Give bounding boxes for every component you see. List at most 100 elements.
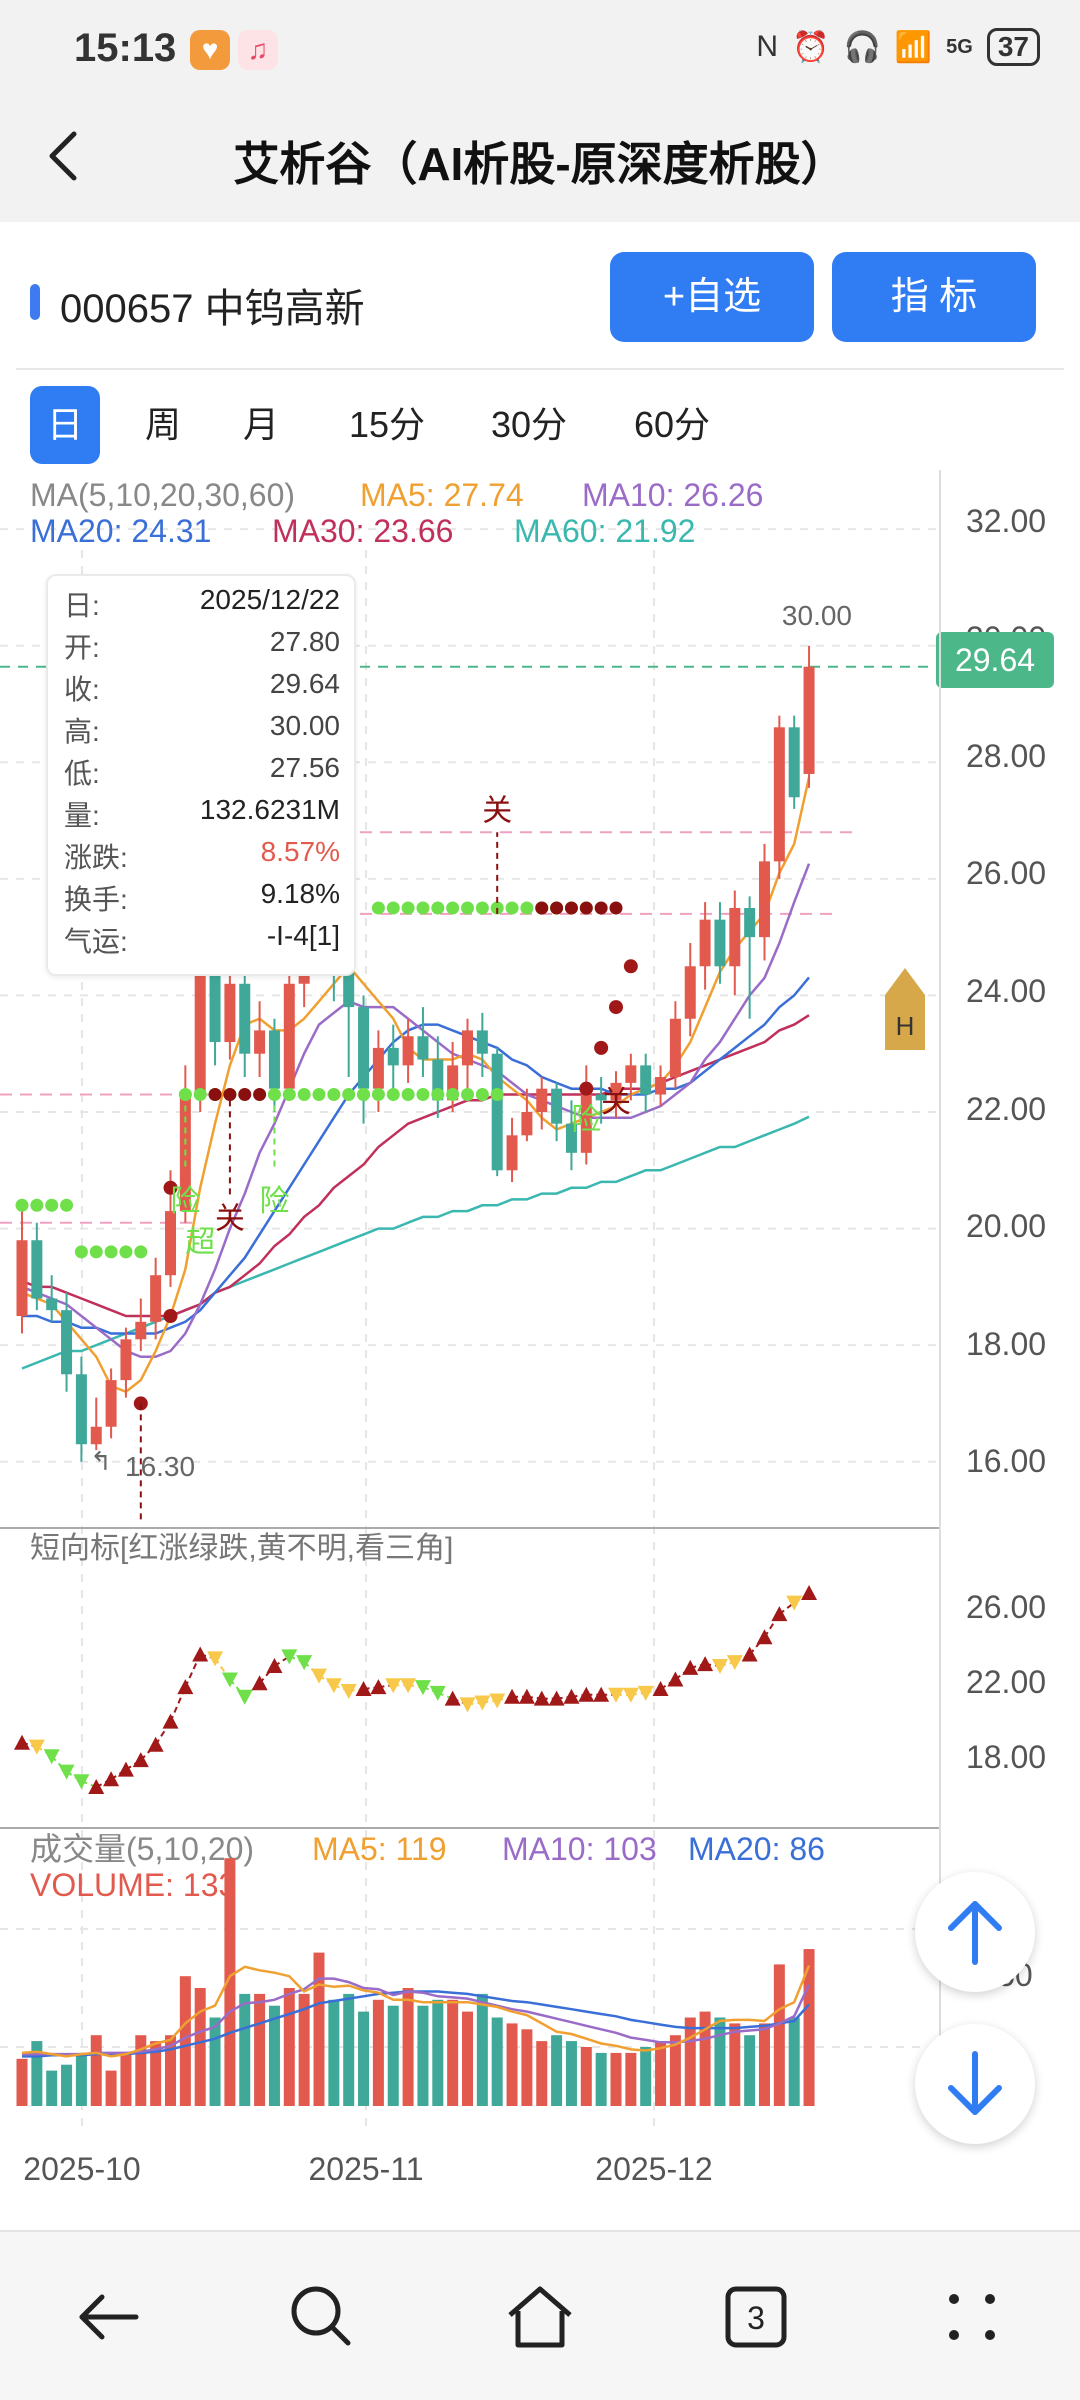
risk-dot: [30, 1198, 44, 1212]
volume-bar: [387, 2005, 399, 2106]
risk-dot: [431, 901, 445, 915]
candle-body: [75, 1374, 87, 1445]
short-down-triangle: [414, 1680, 431, 1696]
info-row-high: 高: 30.00: [64, 710, 340, 747]
candle-body: [417, 1036, 429, 1060]
risk-dot: [401, 1088, 415, 1102]
back-icon[interactable]: [68, 2277, 148, 2357]
volume-bar: [491, 2017, 503, 2106]
risk-dot: [45, 1198, 59, 1212]
indicator-button[interactable]: 指 标: [832, 252, 1036, 342]
title-bar: 艾析谷（AI析股-原深度析股）: [0, 90, 1080, 222]
guan-label: 关: [215, 1203, 245, 1236]
short-neutral-triangle: [400, 1678, 417, 1694]
candle-body: [239, 983, 251, 1054]
stock-chart[interactable]: MA(5,10,20,30,60) MA5: 27.74 MA10: 26.26…: [0, 470, 1080, 2230]
ma30-legend: MA30: 23.66: [272, 513, 453, 549]
h-marker: [885, 968, 925, 1050]
scroll-down-button[interactable]: [915, 2024, 1035, 2144]
info-row-low: 低: 27.56: [64, 752, 340, 789]
tab-30min[interactable]: 30分: [490, 404, 568, 445]
short-panel-title: 短向标[红涨绿跌,黄不明,看三角]: [30, 1532, 453, 1565]
volume-bar: [135, 2035, 147, 2106]
short-up-triangle: [355, 1681, 372, 1697]
arrow-down-icon: [948, 2051, 1002, 2115]
risk-dot: [104, 1245, 118, 1259]
candle-body: [372, 1047, 384, 1089]
short-up-triangle: [370, 1679, 387, 1695]
volume-bar: [551, 2035, 563, 2106]
candle-body: [610, 1082, 622, 1101]
exit-dot: [223, 1088, 237, 1102]
music-icon: ♫: [238, 30, 278, 70]
candle-body: [90, 1426, 102, 1445]
candle-body: [447, 1065, 459, 1101]
volume-bar: [580, 2047, 592, 2106]
svg-text:3: 3: [747, 2300, 765, 2336]
tabs-icon[interactable]: 3: [716, 2277, 796, 2357]
candle-body: [209, 966, 221, 1043]
ma60-legend: MA60: 21.92: [514, 513, 695, 549]
candle-body: [669, 1018, 681, 1078]
add-watchlist-button[interactable]: +自选: [610, 252, 814, 342]
volume-bar: [773, 1964, 785, 2106]
price-tick: 20.00: [966, 1208, 1046, 1244]
short-up-triangle: [162, 1713, 179, 1729]
status-bar: 15:13 ♥ ♫ N ⏰ 🎧 📶 5G 37: [0, 0, 1080, 90]
candle-body: [476, 1030, 488, 1054]
tab-week[interactable]: 周: [144, 404, 181, 445]
short-down-triangle: [58, 1764, 75, 1780]
candle-body: [31, 1240, 43, 1299]
candle-body: [788, 727, 800, 798]
ma-legend-title: MA(5,10,20,30,60): [30, 477, 295, 513]
volume-ma5: MA5: 119: [312, 1831, 447, 1867]
price-tick: 24.00: [966, 973, 1046, 1009]
risk-dot: [312, 1088, 326, 1102]
short-down-triangle: [73, 1774, 90, 1790]
volume-bar: [432, 1999, 444, 2106]
tab-day[interactable]: 日: [30, 386, 100, 464]
volume-bar: [565, 2041, 577, 2106]
more-icon[interactable]: [932, 2277, 1012, 2357]
ma30-line: [21, 1014, 810, 1318]
short-neutral-triangle: [385, 1678, 402, 1694]
short-axis-tick: 26.00: [966, 1589, 1046, 1625]
risk-dot: [134, 1245, 148, 1259]
short-down-triangle: [296, 1655, 313, 1671]
back-arrow-icon[interactable]: [32, 120, 102, 190]
short-up-triangle: [578, 1686, 595, 1702]
candle-body: [402, 1036, 414, 1066]
volume-bar: [61, 2064, 73, 2106]
info-row-date: 日: 2025/12/22: [64, 584, 340, 621]
short-neutral-triangle: [311, 1668, 327, 1684]
short-signal-series: [14, 1585, 818, 1794]
wifi-icon: 📶: [894, 30, 933, 64]
scroll-up-button[interactable]: [915, 1872, 1035, 1992]
candle-body: [105, 1380, 117, 1427]
tab-60min[interactable]: 60分: [633, 404, 711, 445]
volume-ma10: MA10: 103: [502, 1831, 657, 1867]
risk-dot: [475, 901, 489, 915]
volume-current: VOLUME: 133: [30, 1867, 236, 1903]
short-up-triangle: [741, 1646, 758, 1662]
ma20-legend: MA20: 24.31: [30, 513, 211, 549]
volume-bar: [462, 2011, 473, 2106]
candle-body: [343, 972, 355, 1008]
volume-bar: [402, 1988, 414, 2106]
search-icon[interactable]: [282, 2277, 362, 2357]
volume-title: 成交量(5,10,20): [30, 1831, 254, 1867]
volume-bar: [16, 2058, 28, 2106]
info-row-change: 涨跌: 8.57%: [64, 836, 340, 873]
volume-bar: [803, 1949, 815, 2106]
candle-info-tooltip: 日: 2025/12/22 开: 27.80 收: 29.64 高: 30.00 低: 2…: [46, 574, 356, 976]
tab-15min[interactable]: 15分: [348, 404, 426, 445]
tab-month[interactable]: 月: [242, 404, 279, 445]
nfc-icon: N: [756, 30, 779, 63]
risk-dot: [357, 1088, 371, 1102]
home-icon[interactable]: [500, 2277, 580, 2357]
volume-bar: [90, 2035, 102, 2106]
candle-body: [521, 1112, 533, 1136]
short-up-triangle: [682, 1659, 699, 1675]
short-axis-tick: 18.00: [966, 1739, 1046, 1775]
